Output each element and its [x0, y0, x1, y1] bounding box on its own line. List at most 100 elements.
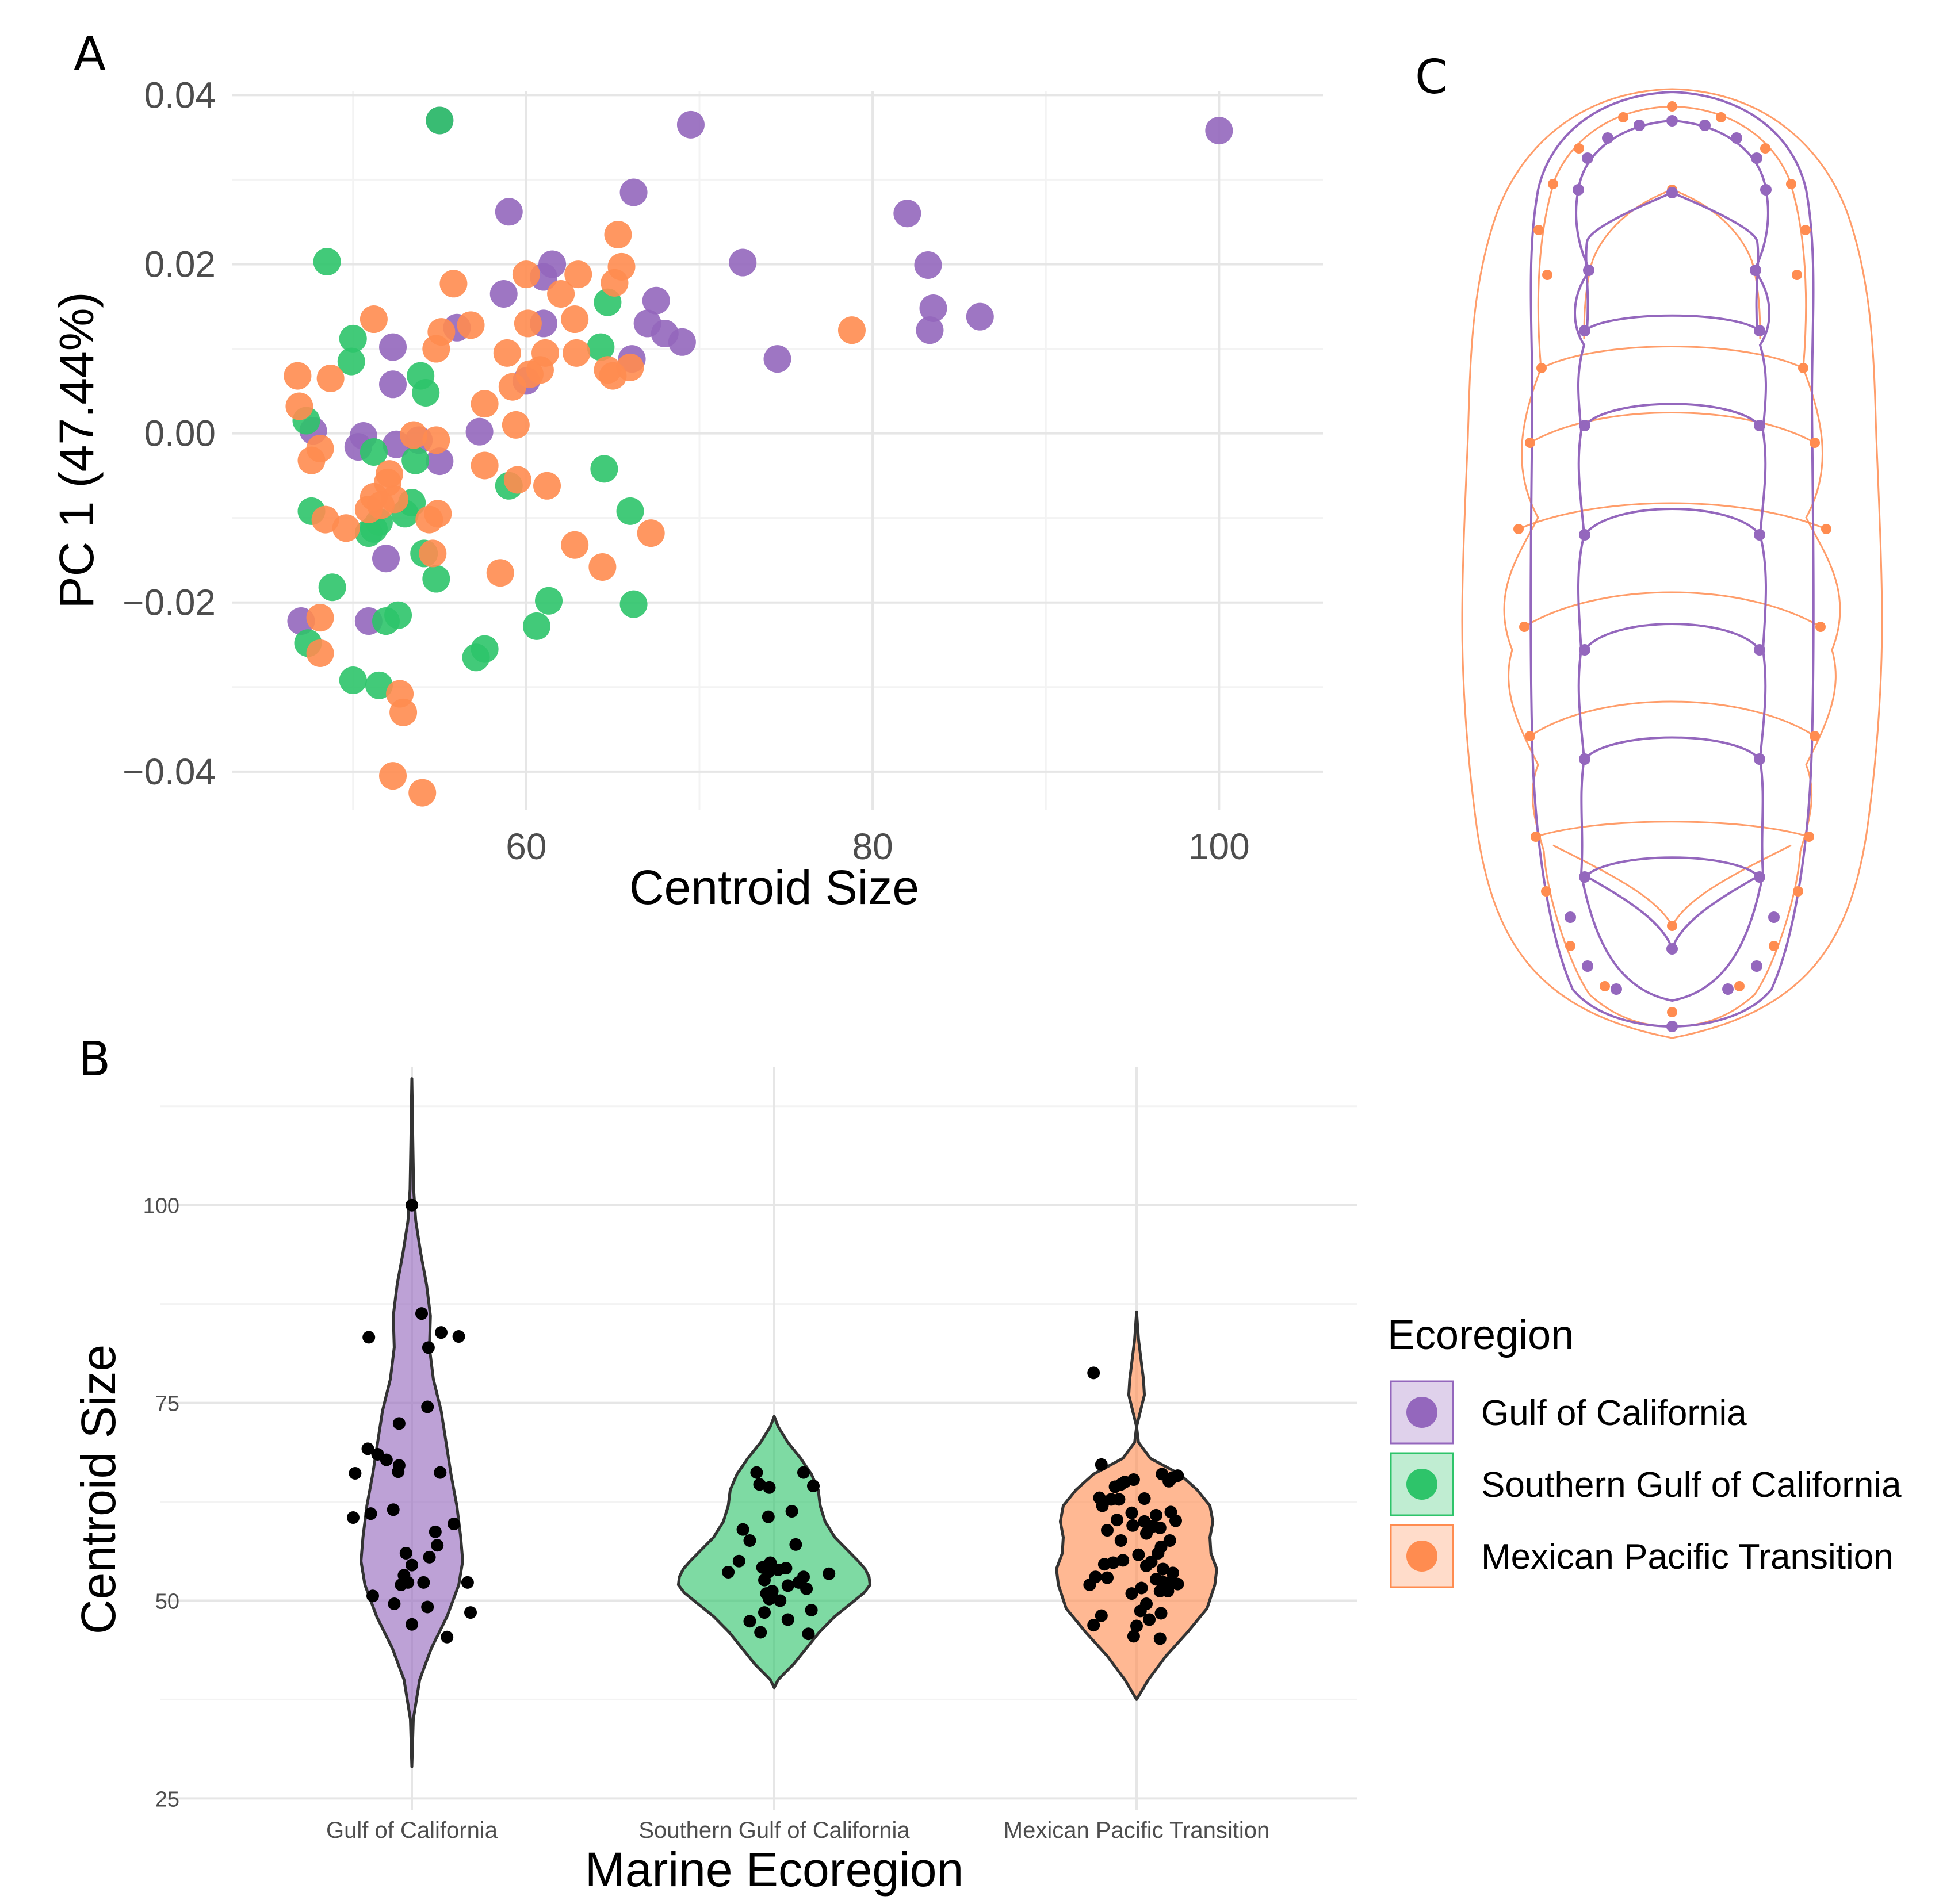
violin-point [1138, 1492, 1151, 1505]
violin-point [1112, 1493, 1126, 1506]
violin-point [380, 1453, 393, 1466]
scatter-point [415, 505, 443, 534]
landmark-transition [1810, 438, 1820, 448]
violin-point [807, 1480, 820, 1493]
scatter-point [590, 455, 618, 483]
violin-point [461, 1576, 474, 1589]
landmark-gulf [1750, 265, 1761, 276]
violin-point [1126, 1519, 1139, 1532]
landmark-gulf [1582, 152, 1593, 164]
landmark-gulf [1751, 960, 1762, 972]
scatter-point [379, 370, 407, 399]
violin-point [421, 1400, 434, 1413]
scatter-point [604, 221, 632, 248]
landmark-transition [1792, 270, 1802, 280]
violin-point [1132, 1548, 1145, 1561]
scatter-point [339, 324, 367, 353]
violin-point [823, 1567, 836, 1580]
scatter-point [619, 590, 648, 618]
violin-point [406, 1198, 418, 1212]
landmark-gulf [1699, 120, 1711, 131]
violin-point [1095, 1609, 1108, 1622]
scatter-point [486, 559, 514, 587]
y-tick-label: 0.00 [144, 413, 216, 454]
violin-point [1096, 1499, 1109, 1512]
scatter-points [284, 106, 1233, 807]
scatter-point [313, 248, 341, 276]
violin-point [1153, 1521, 1167, 1534]
scatter-point [493, 339, 521, 367]
violin-point [441, 1630, 454, 1644]
landmark-transition [1800, 225, 1811, 235]
panel-label-c: C [1415, 50, 1448, 105]
violin-point [753, 1478, 766, 1491]
violin-point [1140, 1559, 1153, 1572]
violin-point [421, 1600, 434, 1614]
violin-point [1114, 1534, 1127, 1547]
violin-point [1127, 1630, 1140, 1643]
violin-point [406, 1618, 418, 1631]
landmark-gulf [1754, 529, 1765, 541]
landmark-gulf [1634, 120, 1645, 131]
landmark-transition [1760, 143, 1770, 154]
violin-point [805, 1603, 818, 1616]
landmark-gulf [1579, 529, 1590, 541]
landmark-transition [1525, 438, 1535, 448]
landmark-gulf [1666, 1021, 1678, 1032]
violin-point [1150, 1508, 1162, 1522]
scatter-point [535, 587, 563, 615]
scatter-point [498, 373, 526, 401]
landmark-gulf [1754, 753, 1765, 765]
violin-point [771, 1563, 785, 1576]
violin-point [774, 1594, 787, 1607]
landmark-transition [1815, 622, 1826, 632]
scatter-point [471, 390, 499, 418]
landmark-gulf [1579, 644, 1590, 656]
violin-point [415, 1307, 428, 1320]
panel-label-a: A [74, 27, 106, 82]
scatter-point [642, 286, 670, 315]
scatter-point [426, 106, 454, 135]
y-tick-label: −0.04 [123, 751, 216, 792]
violin-point [802, 1627, 815, 1641]
scatter-point [412, 379, 440, 407]
violin-point [464, 1606, 477, 1619]
scatter-point [637, 519, 665, 547]
scatter-point [422, 426, 450, 454]
violin-point [1134, 1604, 1147, 1618]
scatter-point [422, 565, 450, 593]
landmark-gulf [1666, 187, 1678, 198]
landmark-transition [1565, 941, 1575, 951]
violin-point [1101, 1524, 1114, 1537]
scatter-point [533, 472, 561, 500]
y-tick-label: 50 [155, 1589, 179, 1614]
x-tick-label: 80 [852, 826, 893, 867]
landmark-gulf [1579, 753, 1590, 765]
scatter-point [422, 335, 450, 363]
x-tick-label: Gulf of California [326, 1818, 498, 1843]
violin-point [434, 1466, 447, 1479]
violin-point [1162, 1474, 1176, 1488]
scatter-point [408, 779, 437, 807]
violin-point [395, 1578, 408, 1591]
violin-point [431, 1539, 444, 1552]
scatter-point [1205, 117, 1233, 145]
landmark-transition [1786, 179, 1796, 189]
violin-point [1166, 1566, 1179, 1580]
outline-landmarks [1513, 101, 1831, 1032]
scatter-point [563, 339, 591, 367]
violin-point [781, 1579, 794, 1592]
landmark-transition [1716, 112, 1726, 122]
scatter-x-axis-title: Centroid Size [629, 860, 919, 914]
violin-gridlines [160, 1067, 1357, 1810]
landmark-gulf [1722, 983, 1734, 995]
scatter-point [462, 643, 490, 672]
y-tick-label: −0.02 [123, 582, 216, 623]
landmark-gulf [1754, 420, 1765, 431]
landmark-gulf [1573, 184, 1584, 196]
violin-point [1097, 1558, 1111, 1571]
scatter-point [360, 438, 388, 466]
violin-point [423, 1550, 436, 1564]
y-tick-label: 0.02 [144, 243, 216, 285]
violin-point [392, 1417, 406, 1430]
